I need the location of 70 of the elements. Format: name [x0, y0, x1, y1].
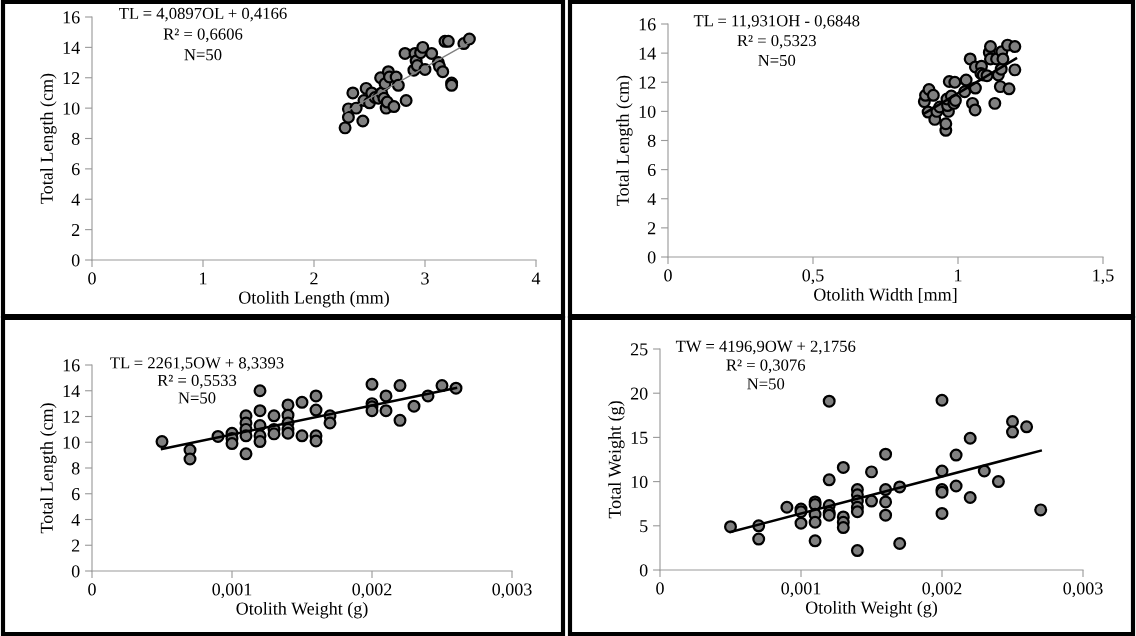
y-tick-label: 12 — [639, 76, 656, 89]
y-tick-label: 12 — [63, 72, 80, 85]
x-tick-label: 1 — [955, 269, 962, 282]
y-axis-title: Total Weight (g) — [608, 401, 625, 519]
y-tick-label: 6 — [647, 163, 656, 177]
y-tick-label: 8 — [647, 134, 656, 147]
y-tick-label: 10 — [639, 105, 656, 118]
x-tick-label: 0,5 — [802, 269, 824, 285]
y-tick-label: 0 — [71, 565, 80, 578]
y-tick-label: 14 — [63, 41, 80, 54]
y-tick-label: 20 — [630, 387, 648, 400]
y-tick-label: 14 — [639, 47, 656, 60]
annotation: R² = 0,5533 — [157, 374, 237, 389]
y-tick-label: 10 — [63, 102, 80, 115]
annotation: N=50 — [747, 378, 785, 390]
y-tick-label: 2 — [71, 223, 80, 236]
y-tick-label: 16 — [63, 359, 80, 372]
y-tick-label: 16 — [63, 11, 80, 24]
x-axis-title: Otolith Width [mm] — [814, 287, 957, 303]
x-tick-label: 1 — [200, 272, 207, 285]
y-tick-label: 4 — [647, 193, 656, 206]
x-tick-label: 1,5 — [1093, 269, 1114, 285]
annotation: N=50 — [184, 49, 222, 61]
y-tick-label: 4 — [71, 193, 80, 206]
y-tick-label: 0 — [647, 251, 656, 264]
x-axis-title: Otolith Weight (g) — [805, 600, 938, 618]
x-tick-label: 0,002 — [922, 582, 962, 598]
annotation: TL = 11,931OH - 0,6848 — [693, 15, 860, 29]
x-tick-label: 0,002 — [352, 583, 392, 599]
x-tick-label: 0,003 — [492, 583, 532, 599]
y-tick-label: 2 — [71, 539, 80, 552]
y-tick-label: 10 — [631, 475, 648, 489]
y-axis-title: Total Length (cm) — [40, 403, 57, 534]
y-tick-label: 0 — [71, 254, 80, 267]
annotation: TL = 2261,5OW + 8,3393 — [110, 357, 284, 371]
annotation: TW = 4196,9OW + 2,1756 — [675, 340, 856, 355]
y-tick-label: 12 — [63, 410, 80, 423]
annotation: N=50 — [758, 54, 796, 67]
annotation: N=50 — [178, 392, 216, 404]
x-tick-label: 0 — [656, 582, 664, 595]
y-tick-label: 0 — [639, 564, 648, 577]
x-tick-label: 3 — [421, 272, 429, 285]
y-tick-label: 15 — [631, 431, 648, 444]
x-axis-title: Otolith Weight (g) — [236, 601, 368, 619]
y-tick-label: 25 — [630, 343, 648, 356]
x-axis-title: Otolith Length (mm) — [239, 290, 389, 308]
x-tick-label: 4 — [531, 272, 541, 285]
y-tick-label: 10 — [63, 436, 80, 449]
annotation: R² = 0,5323 — [737, 34, 816, 49]
y-tick-label: 8 — [71, 132, 80, 145]
x-tick-label: 0,001 — [781, 582, 821, 598]
y-tick-label: 2 — [647, 222, 656, 235]
x-tick-label: 0 — [88, 272, 96, 285]
y-tick-label: 5 — [640, 520, 648, 533]
y-tick-label: 8 — [71, 462, 80, 475]
annotation: R² = 0,3076 — [726, 359, 806, 374]
x-tick-label: 0,001 — [212, 583, 252, 599]
annotation: R² = 0,6606 — [163, 28, 243, 43]
y-tick-label: 6 — [71, 163, 80, 176]
annotation: TL = 4,0897OL + 0,4166 — [119, 7, 287, 22]
y-tick-label: 4 — [71, 513, 80, 526]
y-axis-title: Total Length (cm) — [616, 75, 633, 206]
y-axis-title: Total Length (cm) — [40, 73, 57, 204]
y-tick-label: 16 — [639, 18, 656, 31]
x-tick-label: 0 — [664, 269, 672, 282]
x-tick-label: 0,003 — [1063, 582, 1103, 598]
x-tick-label: 0 — [88, 583, 96, 596]
y-tick-label: 6 — [71, 488, 80, 501]
y-tick-label: 14 — [63, 385, 80, 398]
x-tick-label: 2 — [310, 272, 318, 285]
